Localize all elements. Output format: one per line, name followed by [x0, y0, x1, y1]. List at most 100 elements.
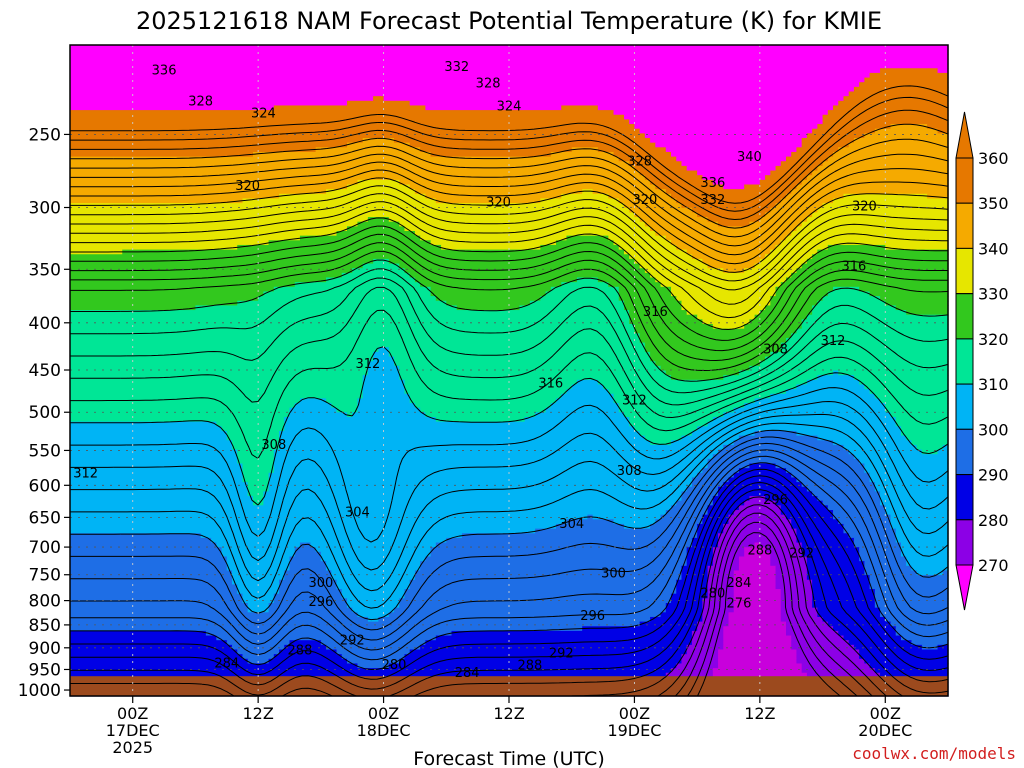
colorbar-tick-label: 330 [978, 285, 1009, 304]
heatmap-cell [70, 579, 233, 585]
heatmap-cell [885, 616, 949, 623]
heatmap-cell [880, 296, 949, 302]
heatmap-cell [566, 235, 609, 241]
heatmap-cell [70, 221, 359, 227]
heatmap-cell [650, 356, 766, 362]
heatmap-cell [833, 626, 897, 632]
heatmap-cell [623, 203, 683, 209]
heatmap-cell [341, 589, 406, 595]
contour-line-324 [70, 242, 949, 361]
heatmap-cell [702, 468, 740, 474]
heatmap-cell [895, 417, 949, 423]
heatmap-cell [226, 565, 291, 572]
x-tick-label: 00Z [870, 704, 901, 723]
heatmap-cell [733, 589, 782, 595]
heatmap-cell [388, 351, 651, 358]
heatmap-cell [634, 258, 703, 265]
contour-label: 300 [601, 567, 626, 582]
heatmap-cell [681, 654, 719, 660]
heatmap-cell [697, 533, 719, 539]
heatmap-cell [843, 193, 928, 200]
heatmap-cell [859, 551, 902, 558]
heatmap-cell [582, 189, 594, 195]
heatmap-cell [341, 593, 406, 599]
heatmap-cell [70, 565, 228, 572]
heatmap-cell [378, 347, 390, 353]
heatmap-cell [571, 147, 599, 153]
heatmap-cell [754, 542, 761, 548]
contour-label: 328 [476, 77, 501, 92]
heatmap-cell [838, 630, 897, 637]
heatmap-cell [676, 579, 709, 585]
colorbar-swatch [955, 519, 974, 566]
heatmap-cell [242, 654, 275, 660]
heatmap-cell [723, 268, 745, 274]
heatmap-cell [880, 398, 949, 404]
heatmap-cell [70, 54, 949, 60]
heatmap-cell [686, 551, 714, 558]
heatmap-cell [827, 156, 949, 162]
heatmap-cell [921, 449, 939, 455]
heatmap-cell [273, 654, 343, 660]
heatmap-cell [676, 584, 709, 590]
heatmap-cell [937, 128, 949, 134]
heatmap-cell [644, 435, 683, 441]
contour-lines [70, 85, 949, 697]
heatmap-cell [378, 616, 651, 623]
heatmap-cell [70, 403, 296, 409]
heatmap-cell [597, 105, 834, 111]
heatmap-cell [843, 523, 892, 530]
heatmap-cell [749, 221, 803, 227]
heatmap-cell [639, 170, 698, 176]
heatmap-cell [848, 142, 949, 148]
heatmap-cell [409, 272, 651, 279]
heatmap-cell [660, 514, 703, 520]
heatmap-cell [357, 398, 411, 404]
heatmap-cell [221, 551, 296, 558]
heatmap-cell [723, 375, 818, 381]
heatmap-cell [801, 542, 855, 548]
heatmap-cell [70, 463, 244, 469]
heatmap-cell [780, 593, 813, 599]
heatmap-cell [373, 356, 395, 362]
heatmap-cell [289, 412, 348, 418]
heatmap-cell [718, 542, 756, 548]
heatmap-cell [765, 212, 813, 218]
heatmap-cell [414, 575, 683, 581]
heatmap-cell [70, 421, 217, 427]
heatmap-cell [812, 593, 876, 599]
heatmap-cell [691, 537, 719, 544]
heatmap-cell [895, 305, 949, 311]
heatmap-cell [775, 570, 808, 576]
heatmap-cell [237, 458, 275, 465]
heatmap-cell [352, 412, 426, 418]
heatmap-cell [723, 635, 792, 641]
x-tick-label: 12Z [242, 704, 273, 723]
heatmap-cell [414, 570, 683, 576]
heatmap-cell [900, 430, 949, 437]
heatmap-cell [833, 198, 949, 204]
heatmap-cell [718, 658, 798, 665]
heatmap-cell [70, 556, 228, 562]
heatmap-cell [895, 533, 949, 539]
y-tick-label: 1000 [18, 681, 61, 701]
colorbar-tick-label: 340 [978, 239, 1009, 258]
heatmap-cell [70, 82, 860, 88]
contour-line-274 [687, 521, 858, 697]
heatmap-cell [613, 240, 672, 246]
heatmap-cell [603, 384, 798, 390]
heatmap-cell [880, 612, 949, 618]
heatmap-cell [650, 440, 672, 446]
heatmap-cell [242, 593, 275, 599]
heatmap-cell [806, 561, 865, 567]
heatmap-cell [618, 296, 677, 302]
heatmap-cell [655, 184, 724, 190]
heatmap-cell [749, 463, 777, 469]
heatmap-cell [770, 300, 818, 306]
heatmap-cell [806, 575, 871, 581]
heatmap-cell [383, 96, 845, 102]
heatmap-cell [70, 179, 359, 186]
heatmap-cell [608, 235, 667, 241]
heatmap-cell [388, 258, 636, 265]
heatmap-cell [733, 579, 777, 585]
